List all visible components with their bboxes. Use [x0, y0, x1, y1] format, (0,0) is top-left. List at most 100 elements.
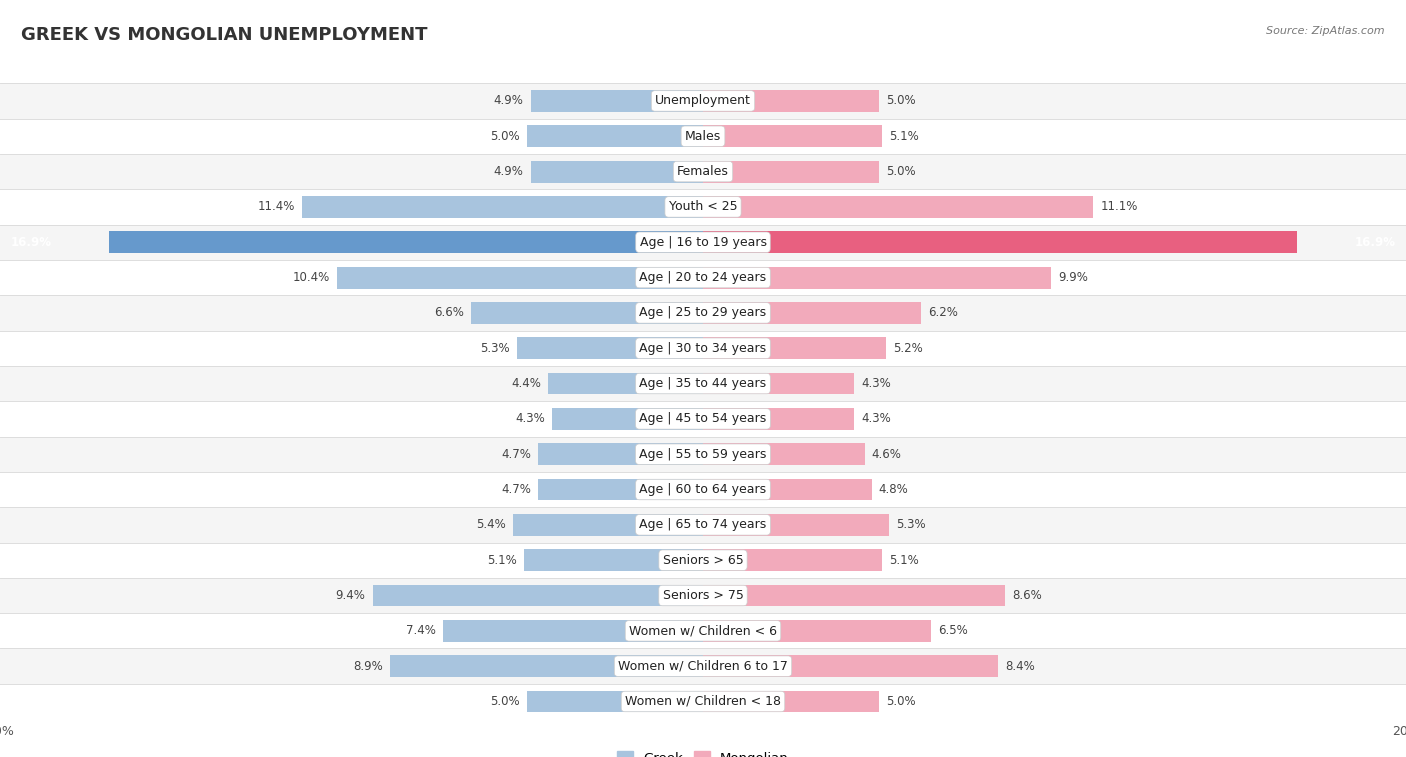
Bar	[0, 83, 1406, 119]
Bar	[703, 90, 879, 112]
Bar	[703, 408, 855, 430]
Bar	[703, 232, 1296, 253]
Text: Seniors > 75: Seniors > 75	[662, 589, 744, 602]
Text: Women w/ Children 6 to 17: Women w/ Children 6 to 17	[619, 659, 787, 673]
Bar	[471, 302, 703, 324]
Bar	[0, 225, 1406, 260]
Bar	[513, 514, 703, 536]
Text: 4.4%: 4.4%	[512, 377, 541, 390]
Bar	[703, 302, 921, 324]
Text: 5.1%: 5.1%	[889, 129, 920, 143]
Text: 5.0%: 5.0%	[491, 695, 520, 708]
Text: Age | 30 to 34 years: Age | 30 to 34 years	[640, 341, 766, 355]
Text: GREEK VS MONGOLIAN UNEMPLOYMENT: GREEK VS MONGOLIAN UNEMPLOYMENT	[21, 26, 427, 45]
Text: 5.0%: 5.0%	[886, 165, 915, 178]
Text: Age | 35 to 44 years: Age | 35 to 44 years	[640, 377, 766, 390]
Text: 8.9%: 8.9%	[353, 659, 382, 673]
Text: Age | 20 to 24 years: Age | 20 to 24 years	[640, 271, 766, 284]
Bar	[703, 584, 1005, 606]
Text: 6.6%: 6.6%	[434, 307, 464, 319]
Text: 5.1%: 5.1%	[486, 553, 517, 567]
Bar	[703, 160, 879, 182]
Text: Age | 65 to 74 years: Age | 65 to 74 years	[640, 519, 766, 531]
Bar	[0, 260, 1406, 295]
Bar	[373, 584, 703, 606]
Text: Women w/ Children < 6: Women w/ Children < 6	[628, 625, 778, 637]
Text: 9.9%: 9.9%	[1057, 271, 1088, 284]
Text: 5.0%: 5.0%	[491, 129, 520, 143]
Text: Age | 55 to 59 years: Age | 55 to 59 years	[640, 447, 766, 461]
Text: 11.1%: 11.1%	[1099, 201, 1137, 213]
Text: 8.4%: 8.4%	[1005, 659, 1035, 673]
Text: Age | 25 to 29 years: Age | 25 to 29 years	[640, 307, 766, 319]
Bar	[0, 684, 1406, 719]
Text: Women w/ Children < 18: Women w/ Children < 18	[626, 695, 780, 708]
Bar	[0, 543, 1406, 578]
Text: 16.9%: 16.9%	[11, 235, 52, 249]
Text: 7.4%: 7.4%	[406, 625, 436, 637]
Text: Females: Females	[678, 165, 728, 178]
Bar	[110, 232, 703, 253]
Bar	[548, 372, 703, 394]
Bar	[0, 649, 1406, 684]
Bar	[703, 550, 883, 571]
Bar	[0, 331, 1406, 366]
Text: 4.8%: 4.8%	[879, 483, 908, 496]
Text: 4.3%: 4.3%	[860, 413, 891, 425]
Text: 4.3%: 4.3%	[515, 413, 546, 425]
Bar	[302, 196, 703, 218]
Text: 4.3%: 4.3%	[860, 377, 891, 390]
Text: Youth < 25: Youth < 25	[669, 201, 737, 213]
Text: 4.6%: 4.6%	[872, 447, 901, 461]
Bar	[391, 656, 703, 677]
Text: 11.4%: 11.4%	[257, 201, 295, 213]
Bar	[703, 126, 883, 147]
Bar	[0, 613, 1406, 649]
Bar	[703, 514, 889, 536]
Bar	[527, 690, 703, 712]
Bar	[0, 578, 1406, 613]
Bar	[537, 444, 703, 465]
Text: 6.5%: 6.5%	[939, 625, 969, 637]
Bar	[551, 408, 703, 430]
Text: Seniors > 65: Seniors > 65	[662, 553, 744, 567]
Bar	[0, 366, 1406, 401]
Bar	[337, 266, 703, 288]
Bar	[703, 338, 886, 359]
Bar	[0, 401, 1406, 437]
Text: 10.4%: 10.4%	[294, 271, 330, 284]
Bar	[0, 472, 1406, 507]
Text: 4.7%: 4.7%	[501, 483, 531, 496]
Text: Unemployment: Unemployment	[655, 95, 751, 107]
Text: 8.6%: 8.6%	[1012, 589, 1042, 602]
Bar	[527, 126, 703, 147]
Text: Source: ZipAtlas.com: Source: ZipAtlas.com	[1267, 26, 1385, 36]
Bar	[0, 507, 1406, 543]
Bar	[531, 160, 703, 182]
Bar	[537, 478, 703, 500]
Text: 4.9%: 4.9%	[494, 95, 524, 107]
Bar	[0, 119, 1406, 154]
Bar	[524, 550, 703, 571]
Text: Age | 45 to 54 years: Age | 45 to 54 years	[640, 413, 766, 425]
Text: Males: Males	[685, 129, 721, 143]
Text: 5.2%: 5.2%	[893, 341, 922, 355]
Text: 16.9%: 16.9%	[1354, 235, 1395, 249]
Text: Age | 60 to 64 years: Age | 60 to 64 years	[640, 483, 766, 496]
Text: 5.3%: 5.3%	[479, 341, 510, 355]
Text: 5.3%: 5.3%	[897, 519, 927, 531]
Bar	[517, 338, 703, 359]
Text: Age | 16 to 19 years: Age | 16 to 19 years	[640, 235, 766, 249]
Text: 9.4%: 9.4%	[336, 589, 366, 602]
Bar	[0, 154, 1406, 189]
Bar	[703, 478, 872, 500]
Text: 6.2%: 6.2%	[928, 307, 957, 319]
Bar	[703, 266, 1052, 288]
Bar	[0, 189, 1406, 225]
Bar	[703, 196, 1094, 218]
Bar	[703, 372, 855, 394]
Text: 4.9%: 4.9%	[494, 165, 524, 178]
Legend: Greek, Mongolian: Greek, Mongolian	[612, 746, 794, 757]
Text: 5.0%: 5.0%	[886, 95, 915, 107]
Text: 5.4%: 5.4%	[477, 519, 506, 531]
